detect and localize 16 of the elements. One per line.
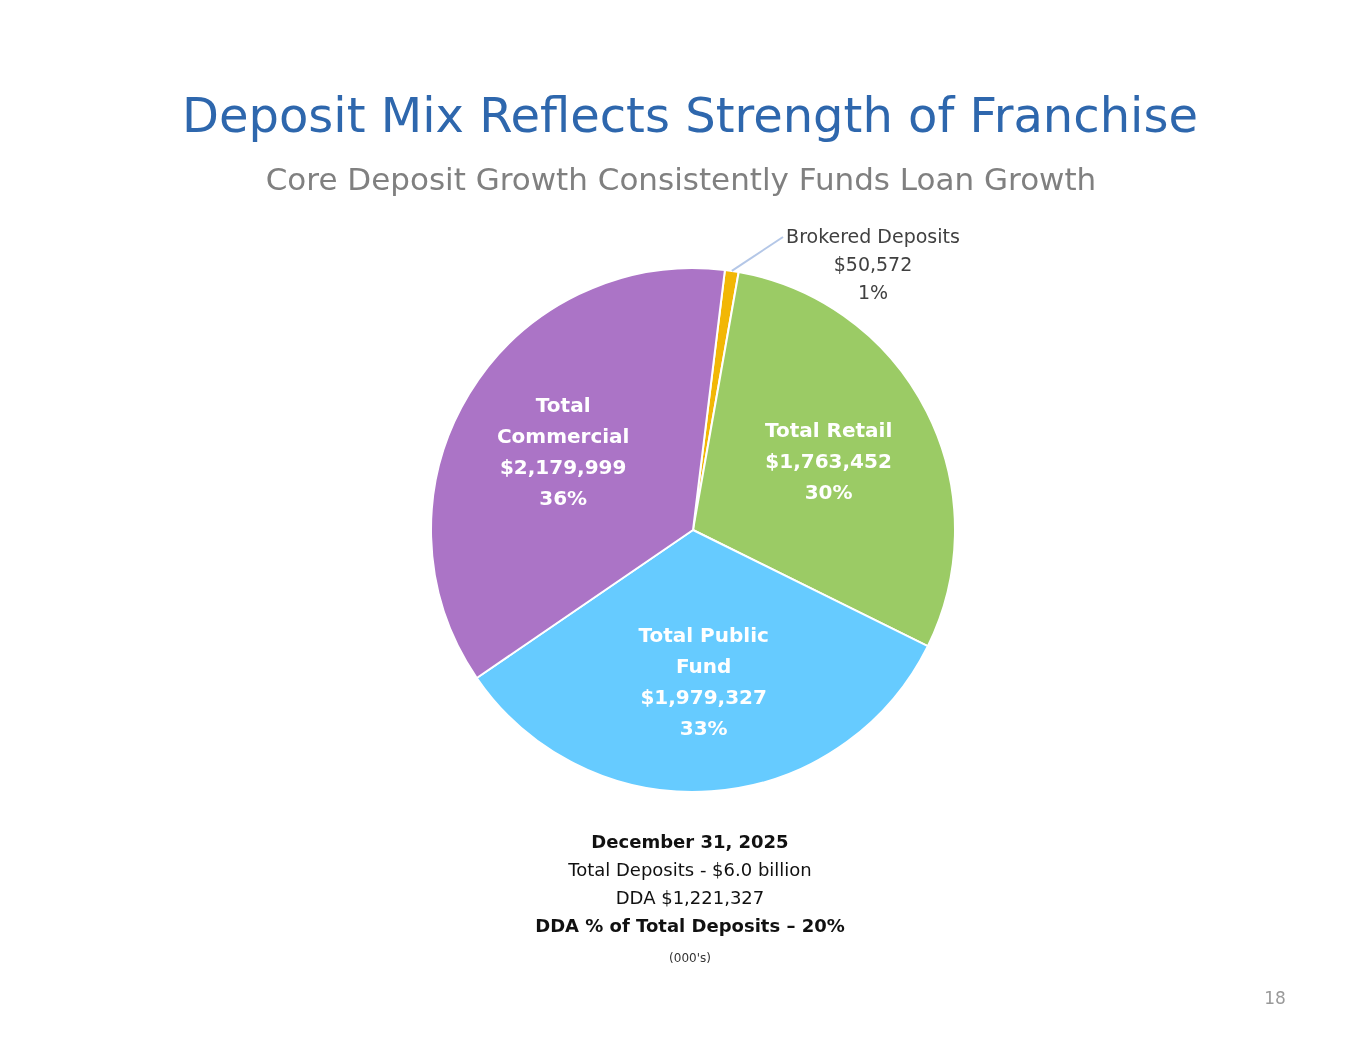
data-label: $1,979,327 33% — [640, 685, 767, 741]
text: December 31, 2025 — [591, 831, 789, 852]
slice-label: Total Public Fund — [638, 623, 769, 679]
slice-label: Total Retail — [764, 418, 893, 443]
chart-title: Deposit Mix Reflects Strength of Franchise — [182, 87, 1198, 143]
text: (000's) — [669, 951, 711, 965]
chart-subtitle: Core Deposit Growth Consistently Funds Loan Growth — [265, 161, 1097, 197]
data-label: $2,179,999 36% — [499, 454, 627, 510]
text: DDA $1,221,327 — [615, 887, 765, 908]
data-label: $1,763,452 30% — [765, 449, 892, 505]
slice-label: Brokered Deposits — [786, 225, 960, 247]
text: DDA % of Total Deposits – 20% — [535, 915, 845, 936]
slice-label: Total Commercial — [496, 392, 630, 448]
data-label: $50,572 1% — [833, 253, 913, 303]
text: Total Deposits - $6.0 billion — [567, 859, 812, 880]
text: 18 — [1264, 988, 1286, 1008]
